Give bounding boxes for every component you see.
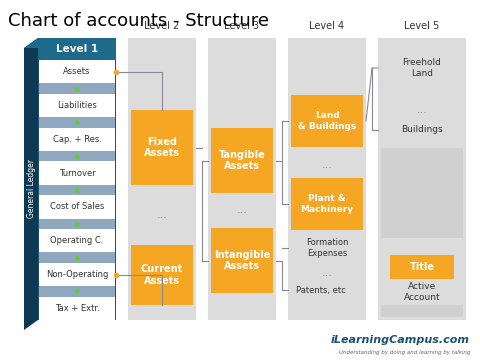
- Bar: [291, 95, 363, 147]
- Bar: [39, 117, 115, 128]
- Bar: [211, 228, 273, 293]
- Bar: [39, 229, 115, 252]
- Text: Assets: Assets: [63, 67, 91, 76]
- Bar: [38, 38, 116, 60]
- Text: Level 5: Level 5: [404, 21, 440, 31]
- Bar: [39, 83, 115, 94]
- Bar: [378, 38, 466, 320]
- Text: Understanding by doing and learning by talking: Understanding by doing and learning by t…: [338, 350, 470, 355]
- Bar: [39, 219, 115, 229]
- Bar: [131, 245, 193, 305]
- Bar: [208, 38, 276, 320]
- Bar: [38, 38, 116, 320]
- Text: Level 2: Level 2: [144, 21, 180, 31]
- Bar: [39, 94, 115, 117]
- Text: ...: ...: [156, 210, 168, 220]
- Text: Freehold
Land: Freehold Land: [403, 58, 442, 78]
- Polygon shape: [24, 38, 38, 330]
- Text: ...: ...: [322, 160, 333, 170]
- Text: Tax + Extr.: Tax + Extr.: [55, 304, 99, 313]
- Text: iLearningCampus.com: iLearningCampus.com: [331, 335, 470, 345]
- Text: ...: ...: [237, 205, 247, 215]
- Text: Plant &
Machinery: Plant & Machinery: [300, 194, 354, 214]
- Text: ...: ...: [417, 105, 427, 115]
- Bar: [131, 110, 193, 185]
- Text: Current
Assets: Current Assets: [141, 264, 183, 286]
- Bar: [39, 161, 115, 185]
- Text: Liabilities: Liabilities: [57, 101, 97, 110]
- Text: Tangible
Assets: Tangible Assets: [218, 150, 265, 171]
- Text: Level 1: Level 1: [56, 44, 98, 54]
- Text: Non-Operating: Non-Operating: [46, 270, 108, 279]
- Bar: [39, 297, 115, 320]
- Bar: [39, 263, 115, 286]
- Text: Land
& Buildings: Land & Buildings: [298, 111, 356, 131]
- Bar: [39, 128, 115, 151]
- Text: Buildings: Buildings: [401, 126, 443, 135]
- Bar: [39, 185, 115, 195]
- Text: Level 3: Level 3: [225, 21, 260, 31]
- Text: Operating C.: Operating C.: [50, 236, 104, 245]
- Bar: [39, 286, 115, 297]
- Bar: [39, 252, 115, 263]
- Bar: [381, 148, 463, 238]
- Text: ...: ...: [322, 268, 333, 278]
- Text: Cost of Sales: Cost of Sales: [50, 202, 104, 211]
- Text: Cap. + Res.: Cap. + Res.: [53, 135, 101, 144]
- Bar: [39, 60, 115, 83]
- Polygon shape: [24, 38, 116, 48]
- Text: Formation
Expenses: Formation Expenses: [306, 238, 348, 258]
- Text: General Ledger: General Ledger: [26, 159, 36, 219]
- Text: Title: Title: [409, 262, 434, 272]
- Bar: [128, 38, 196, 320]
- Bar: [39, 195, 115, 219]
- Bar: [211, 128, 273, 193]
- Bar: [390, 255, 454, 279]
- Text: Chart of accounts - Structure: Chart of accounts - Structure: [8, 12, 269, 30]
- Bar: [381, 305, 463, 317]
- Bar: [288, 38, 366, 320]
- Text: Active
Account: Active Account: [404, 282, 440, 302]
- Bar: [291, 178, 363, 230]
- Text: Intangible
Assets: Intangible Assets: [214, 250, 270, 271]
- Text: Fixed
Assets: Fixed Assets: [144, 137, 180, 158]
- Bar: [39, 151, 115, 161]
- Text: Level 4: Level 4: [310, 21, 345, 31]
- Text: Turnover: Turnover: [59, 168, 96, 177]
- Text: Patents, etc: Patents, etc: [296, 285, 346, 294]
